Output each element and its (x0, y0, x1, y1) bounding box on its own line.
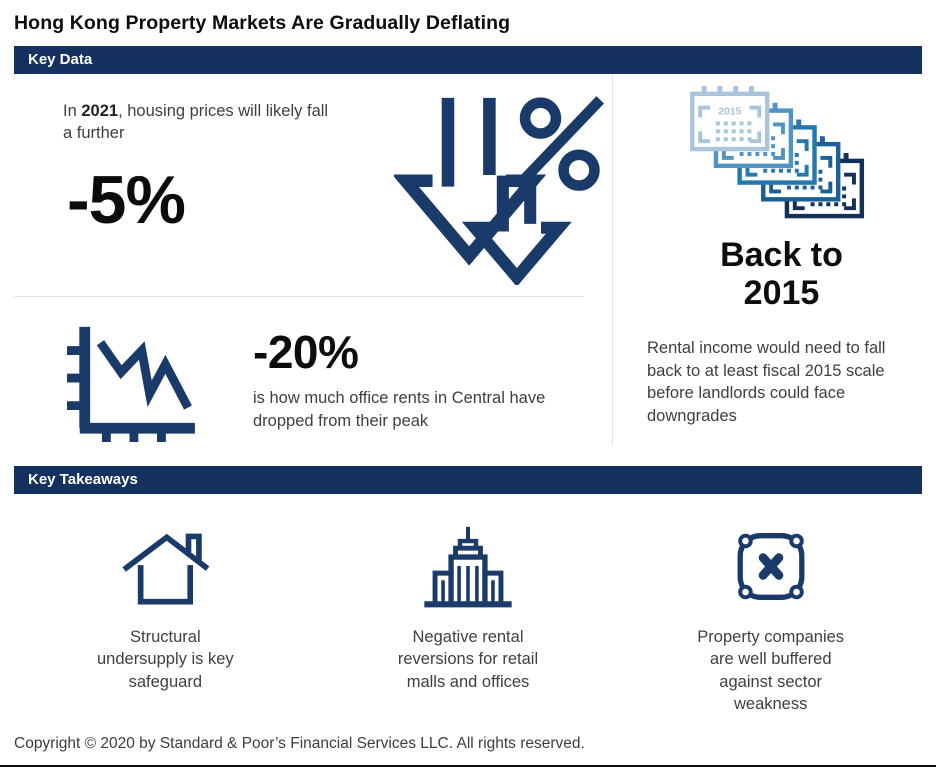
office-rent-change-value: -20% (253, 326, 359, 378)
housing-stat-text: In 2021, housing prices will likely fall… (63, 90, 335, 286)
horizontal-divider (14, 296, 584, 297)
rental-income-caption: Rental income would need to fall back to… (647, 338, 886, 426)
key-data-left-column: In 2021, housing prices will likely fall… (14, 74, 613, 446)
key-data-banner: Key Data (14, 46, 922, 74)
key-takeaways-banner: Key Takeaways (14, 466, 922, 494)
housing-intro-suffix: , housing prices will likely fall a furt… (63, 102, 329, 143)
takeaway-rental-reversions: Negative rental reversions for retail ma… (317, 518, 620, 715)
back-to-headline-line1: Back to (720, 236, 843, 274)
key-takeaways-section: Structural undersupply is key safeguard (0, 494, 936, 715)
office-rents-stat: -20% is how much office rents in Central… (14, 297, 612, 443)
key-data-right-column: 2015 Back to 2015 Rental income would ne… (613, 74, 922, 446)
house-svg (122, 533, 210, 605)
key-data-section: In 2021, housing prices will likely fall… (14, 74, 922, 446)
calendar-year-label: 2015 (718, 107, 741, 118)
back-to-headline-line2: 2015 (743, 274, 820, 313)
takeaway-caption: Negative rental reversions for retail ma… (397, 628, 539, 691)
house-icon (117, 518, 213, 614)
office-stat-caption: is how much office rents in Central have… (253, 389, 546, 430)
office-stat-text: -20% is how much office rents in Central… (253, 323, 573, 443)
takeaway-caption: Structural undersupply is key safeguard (96, 628, 234, 691)
housing-intro-prefix: In (63, 102, 82, 120)
double-down-arrows-percent-icon (394, 90, 606, 286)
copyright-notice: Copyright © 2020 by Standard & Poor’s Fi… (14, 735, 585, 753)
takeaway-caption: Property companies are well buffered aga… (697, 628, 845, 713)
housing-price-change-value: -5% (67, 161, 186, 238)
back-to-2015-headline: Back to 2015 (641, 236, 922, 313)
housing-stat-intro: In 2021, housing prices will likely fall… (63, 100, 335, 145)
down-arrows-percent-svg (394, 96, 605, 285)
calendar-stack-icon: 2015 (689, 84, 874, 222)
page-title: Hong Kong Property Markets Are Gradually… (14, 12, 511, 34)
cushion-svg (737, 532, 805, 600)
housing-prices-stat: In 2021, housing prices will likely fall… (14, 74, 612, 286)
key-data-banner-label: Key Data (28, 51, 93, 68)
declining-line-chart-icon (59, 323, 197, 443)
key-takeaways-banner-label: Key Takeaways (28, 471, 138, 488)
building-icon (419, 518, 517, 614)
infographic-page: Hong Kong Property Markets Are Gradually… (0, 12, 936, 770)
calendar-stack-svg: 2015 (689, 85, 864, 219)
takeaway-structural-undersupply: Structural undersupply is key safeguard (14, 518, 317, 715)
building-svg (424, 526, 512, 608)
declining-chart-svg (67, 326, 195, 443)
bottom-rule (0, 765, 936, 767)
takeaway-well-buffered: Property companies are well buffered aga… (619, 518, 922, 715)
cushion-icon (727, 518, 815, 614)
housing-intro-year: 2021 (81, 102, 119, 120)
